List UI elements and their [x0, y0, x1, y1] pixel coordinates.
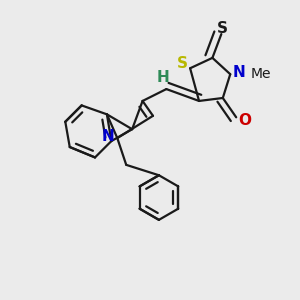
Text: Me: Me [251, 67, 272, 81]
Text: N: N [102, 129, 115, 144]
Text: H: H [157, 70, 170, 85]
Text: S: S [217, 21, 228, 36]
Text: S: S [177, 56, 188, 71]
Text: N: N [232, 65, 245, 80]
Text: O: O [238, 113, 251, 128]
